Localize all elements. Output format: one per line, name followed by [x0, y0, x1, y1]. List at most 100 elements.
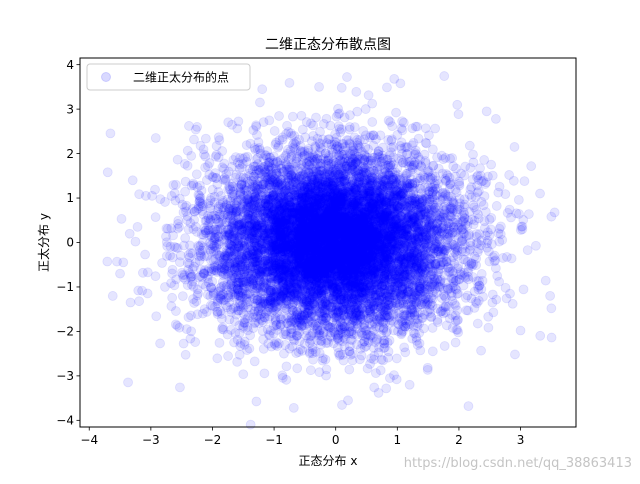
data-point [347, 186, 358, 196]
data-point [182, 145, 193, 156]
data-point [338, 310, 349, 321]
data-point [343, 255, 354, 266]
data-point [360, 104, 371, 114]
data-point [341, 242, 352, 253]
data-point [396, 196, 407, 207]
data-point [366, 252, 377, 263]
data-point [160, 197, 170, 207]
data-point [415, 258, 426, 269]
data-point [472, 318, 483, 329]
data-point [313, 229, 324, 239]
data-point [355, 210, 366, 221]
data-point [350, 231, 360, 241]
data-point [300, 278, 311, 288]
data-point [238, 369, 249, 380]
data-point [479, 155, 490, 165]
data-point [329, 252, 340, 263]
data-point [342, 72, 352, 82]
data-point [337, 171, 348, 182]
data-point [277, 216, 288, 226]
data-point [243, 248, 253, 258]
data-point [186, 326, 197, 337]
data-point [190, 124, 201, 135]
data-point [269, 126, 280, 136]
data-point [244, 230, 255, 241]
data-point [230, 262, 241, 273]
data-point [385, 244, 396, 255]
data-point [344, 309, 355, 320]
data-point [331, 239, 341, 250]
data-point [397, 186, 408, 197]
data-point [291, 185, 302, 196]
data-point [382, 253, 393, 264]
data-point [393, 207, 404, 217]
data-point [356, 182, 367, 193]
data-point [150, 212, 161, 223]
data-point [292, 220, 303, 231]
data-point [433, 163, 444, 174]
data-point [335, 206, 346, 217]
data-point [256, 238, 267, 249]
data-point [184, 268, 195, 279]
data-point [418, 226, 429, 237]
data-point [203, 271, 213, 281]
data-point [312, 176, 323, 187]
data-point [258, 219, 268, 230]
data-point [438, 283, 449, 294]
data-point [436, 257, 447, 268]
data-point [214, 236, 225, 247]
data-point [333, 248, 344, 259]
data-point [403, 251, 413, 262]
data-point [359, 205, 370, 216]
data-point [488, 307, 499, 318]
data-point [341, 254, 352, 265]
data-point [244, 250, 255, 261]
data-point [337, 216, 348, 227]
data-point [411, 204, 422, 215]
data-point [289, 208, 300, 218]
data-point [199, 251, 210, 262]
data-point [356, 253, 367, 264]
data-point [334, 231, 345, 242]
data-point [248, 211, 258, 222]
data-point [332, 251, 343, 261]
data-point [294, 213, 305, 223]
data-point [399, 268, 410, 279]
data-point [336, 82, 347, 93]
data-point [396, 215, 407, 226]
data-point [413, 267, 424, 278]
data-point [356, 302, 367, 313]
data-point [316, 202, 327, 213]
data-point [291, 249, 302, 260]
data-point [356, 241, 366, 251]
data-point [107, 291, 118, 301]
data-point [419, 225, 429, 236]
data-point [227, 178, 238, 189]
data-point [333, 208, 343, 219]
data-point [348, 142, 359, 153]
data-point [272, 286, 283, 297]
data-point [423, 181, 434, 192]
data-point [419, 283, 430, 294]
data-point [323, 182, 333, 192]
data-point [309, 257, 319, 267]
data-point [322, 335, 332, 345]
data-point [326, 231, 337, 242]
data-point [290, 267, 301, 278]
data-point [422, 273, 433, 284]
data-point [259, 368, 270, 379]
data-point [393, 226, 404, 237]
data-point [343, 227, 354, 238]
data-point [412, 253, 423, 263]
data-point [189, 134, 199, 145]
data-point [365, 188, 376, 199]
data-point [337, 190, 348, 200]
data-point [314, 307, 325, 317]
data-point [287, 267, 298, 278]
data-point [211, 229, 222, 240]
data-point [262, 200, 272, 211]
data-point [181, 324, 192, 335]
data-point [257, 164, 268, 174]
data-point [279, 348, 289, 359]
data-point [212, 309, 223, 319]
